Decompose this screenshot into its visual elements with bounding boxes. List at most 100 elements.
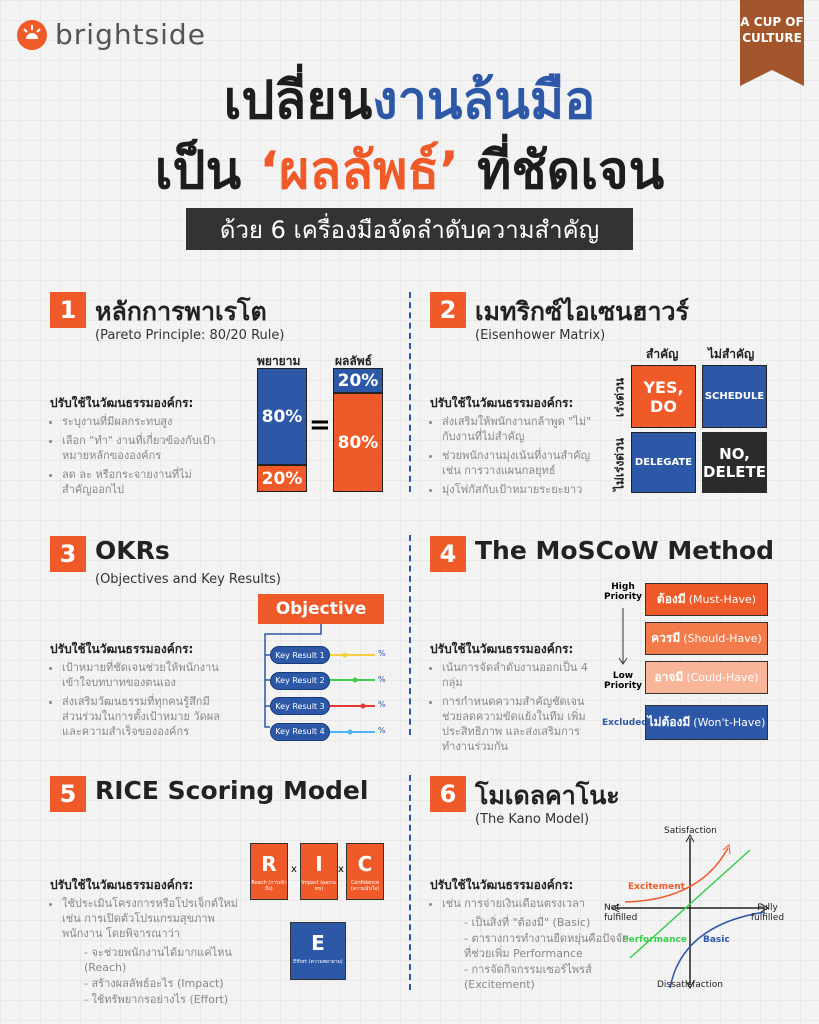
moscow-en: (Must-Have) (688, 593, 757, 606)
subtitle: ด้วย 6 เครื่องมือจัดลำดับความสำคัญ (186, 208, 633, 250)
section-number: 1 (50, 292, 86, 328)
title-line: เปลี่ยนงานล้นมือ (0, 58, 819, 141)
bullets: เช่น การจ่ายเงินเดือนตรงเวลาเป็นสิ่งที่ … (430, 896, 630, 992)
section-number: 4 (430, 536, 466, 572)
bullet-list: เช่น การจ่ายเงินเดือนตรงเวลาเป็นสิ่งที่ … (430, 896, 630, 993)
sub-bullets: เป็นสิ่งที่ "ต้องมี" (Basic)ตารางการทำงา… (442, 915, 630, 992)
key-result-percent: % (378, 649, 386, 658)
sub-bullet: การจัดกิจกรรมเซอร์ไพรส์ (Excitement) (464, 962, 630, 992)
moscow-th: ควรมี (651, 631, 681, 645)
pareto-label: พยายาม (257, 354, 301, 368)
moscow-row: ไม่ต้องมี (Won't-Have) (645, 705, 768, 740)
pareto-block: 80% (333, 393, 383, 492)
section-title: หลักการพาเรโต (95, 297, 267, 326)
rice-letter: I (315, 852, 323, 876)
apply-label: ปรับใช้ในวัฒนธรรมองค์กร: (50, 396, 194, 410)
moscow-row: ควรมี (Should-Have) (645, 622, 768, 655)
rice-letter: R (261, 852, 277, 876)
key-result-percent: % (378, 674, 386, 684)
okr-objective: Objective (258, 594, 384, 624)
kano-curve-label: Basic (703, 935, 730, 945)
matrix-col: ไม่สำคัญ (708, 347, 755, 361)
bullet: ส่งเสริมให้พนักงานกล้าพูด "ไม่" กับงานที… (442, 414, 600, 444)
moscow-high: High Priority (604, 582, 642, 602)
logo-icon (17, 20, 47, 50)
section-subtitle: (Eisenhower Matrix) (475, 328, 606, 343)
key-result-percent: % (378, 725, 386, 735)
moscow-th: ไม่ต้องมี (647, 715, 691, 729)
bullets: เป้าหมายที่ชัดเจนช่วยให้พนักงานเข้าใจบทบ… (50, 660, 220, 739)
matrix-col: สำคัญ (646, 347, 679, 361)
apply-label: ปรับใช้ในวัฒนธรรมองค์กร: (50, 642, 194, 656)
matrix-row: เร่งด่วน (612, 377, 627, 418)
section-title: RICE Scoring Model (95, 776, 369, 805)
kano-curve-label: Performance (622, 935, 687, 945)
moscow-en: (Won't-Have) (693, 716, 766, 729)
sub-bullet: ตารางการทำงานยืดหยุ่นคือปัจจัยที่ช่วยเพิ… (464, 931, 630, 961)
moscow-low: Low Priority (604, 671, 642, 691)
section-number: 2 (430, 292, 466, 328)
sub-bullet: เป็นสิ่งที่ "ต้องมี" (Basic) (464, 915, 630, 930)
kano-axis: Satisfaction (664, 826, 717, 836)
apply-label: ปรับใช้ในวัฒนธรรมองค์กร: (430, 642, 574, 656)
moscow-arrow (618, 608, 628, 665)
bullet: ระบุงานที่มีผลกระทบสูง (62, 414, 220, 429)
pareto-equals: = (309, 410, 331, 440)
sub-bullet: สร้างผลลัพธ์อะไร (Impact) (84, 976, 250, 991)
key-result: Key Result 1 (270, 646, 330, 664)
section-title: The MoSCoW Method (475, 536, 775, 565)
matrix-cell: DELEGATE (631, 432, 696, 493)
badge-bg (740, 0, 804, 86)
rice-letter: C (357, 852, 373, 876)
badge: A CUP OF CULTURE (740, 14, 804, 46)
bullet: ส่งเสริมวัฒนธรรมที่ทุกคนรู้สึกมีส่วนร่วม… (62, 694, 220, 739)
kano-axis: Dissatisfaction (657, 980, 723, 990)
matrix-row: ไม่เร่งด่วน (612, 437, 627, 492)
rice-factor: E Effort (ความพยายาม) (290, 922, 346, 980)
bullet-list: เป้าหมายที่ชัดเจนช่วยให้พนักงานเข้าใจบทบ… (50, 660, 220, 743)
section-subtitle: (Pareto Principle: 80/20 Rule) (95, 328, 285, 343)
badge-line: A CUP OF (740, 15, 804, 29)
section-subtitle: (The Kano Model) (475, 812, 590, 827)
sub-bullet: ใช้ทรัพยากรอย่างไร (Effort) (84, 992, 250, 1007)
key-result-percent: % (378, 700, 386, 709)
bullet: ใช้ประเมินโครงการหรือโปรเจ็กต์ใหม่ เช่น … (62, 896, 250, 941)
moscow-en: (Could-Have) (686, 671, 759, 684)
moscow-th: อาจมี (654, 670, 684, 684)
moscow-excluded: Excluded (602, 718, 648, 728)
brand: brightside (55, 18, 206, 51)
rice-label: Reach (การเข้าถึง) (251, 880, 287, 892)
pareto-label: ผลลัพธ์ (335, 354, 372, 368)
divider (409, 535, 411, 735)
key-result: Key Result 2 (270, 671, 330, 690)
moscow-en: (Should-Have) (683, 632, 762, 645)
section-number: 3 (50, 536, 86, 572)
section-subtitle: (Objectives and Key Results) (95, 572, 281, 587)
bullet: เน้นการจัดลำดับงานออกเป็น 4 กลุ่ม (442, 660, 600, 690)
bullets: เน้นการจัดลำดับงานออกเป็น 4 กลุ่มการกำหน… (430, 660, 600, 754)
matrix-cell: NO, DELETE (702, 432, 767, 493)
pareto-block: 20% (257, 465, 307, 492)
section-number: 5 (50, 776, 86, 812)
badge-line: CULTURE (742, 31, 802, 45)
title-line: เป็น ‘ผลลัพธ์’ ที่ชัดเจน (0, 128, 819, 211)
title-part: ‘ผลลัพธ์’ (259, 141, 459, 201)
apply-label: ปรับใช้ในวัฒนธรรมองค์กร: (50, 878, 194, 892)
sub-bullet: จะช่วยพนักงานได้มากแค่ไหน (Reach) (84, 945, 250, 975)
bullet: เป้าหมายที่ชัดเจนช่วยให้พนักงานเข้าใจบทบ… (62, 660, 220, 690)
kano-chart (610, 833, 770, 990)
apply-label: ปรับใช้ในวัฒนธรรมองค์กร: (430, 878, 574, 892)
moscow-th: ต้องมี (656, 592, 686, 606)
bullet-list: เน้นการจัดลำดับงานออกเป็น 4 กลุ่มการกำหน… (430, 660, 600, 758)
rice-label: Impact (ผลกระทบ) (301, 880, 337, 892)
section-title: โมเดลคาโนะ (475, 781, 620, 810)
sub-bullets: จะช่วยพนักงานได้มากแค่ไหน (Reach)สร้างผล… (62, 945, 250, 1007)
bullet: ลด ละ หรือกระจายงานที่ไม่สำคัญออกไป (62, 467, 220, 497)
pareto-block: 20% (333, 368, 383, 393)
bullet-list: ระบุงานที่มีผลกระทบสูงเลือก "ทำ" งานที่เ… (50, 414, 220, 501)
section-title: OKRs (95, 536, 170, 565)
rice-label: Confidence (ความมั่นใจ) (350, 880, 380, 892)
rice-letter: E (311, 931, 325, 955)
bullet: ช่วยพนักงานมุ่งเน้นที่งานสำคัญ เช่น การว… (442, 448, 600, 478)
